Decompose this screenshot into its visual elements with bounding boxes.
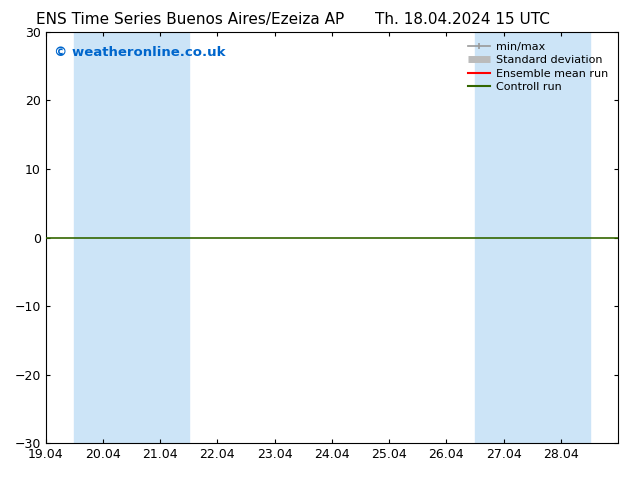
Bar [475, 32, 533, 443]
Text: ENS Time Series Buenos Aires/Ezeiza AP: ENS Time Series Buenos Aires/Ezeiza AP [36, 12, 344, 27]
Legend: min/max, Standard deviation, Ensemble mean run, Controll run: min/max, Standard deviation, Ensemble me… [463, 37, 612, 97]
Bar [74, 32, 131, 443]
Bar [533, 32, 590, 443]
Text: Th. 18.04.2024 15 UTC: Th. 18.04.2024 15 UTC [375, 12, 550, 27]
Bar [131, 32, 189, 443]
Text: © weatheronline.co.uk: © weatheronline.co.uk [55, 46, 226, 59]
